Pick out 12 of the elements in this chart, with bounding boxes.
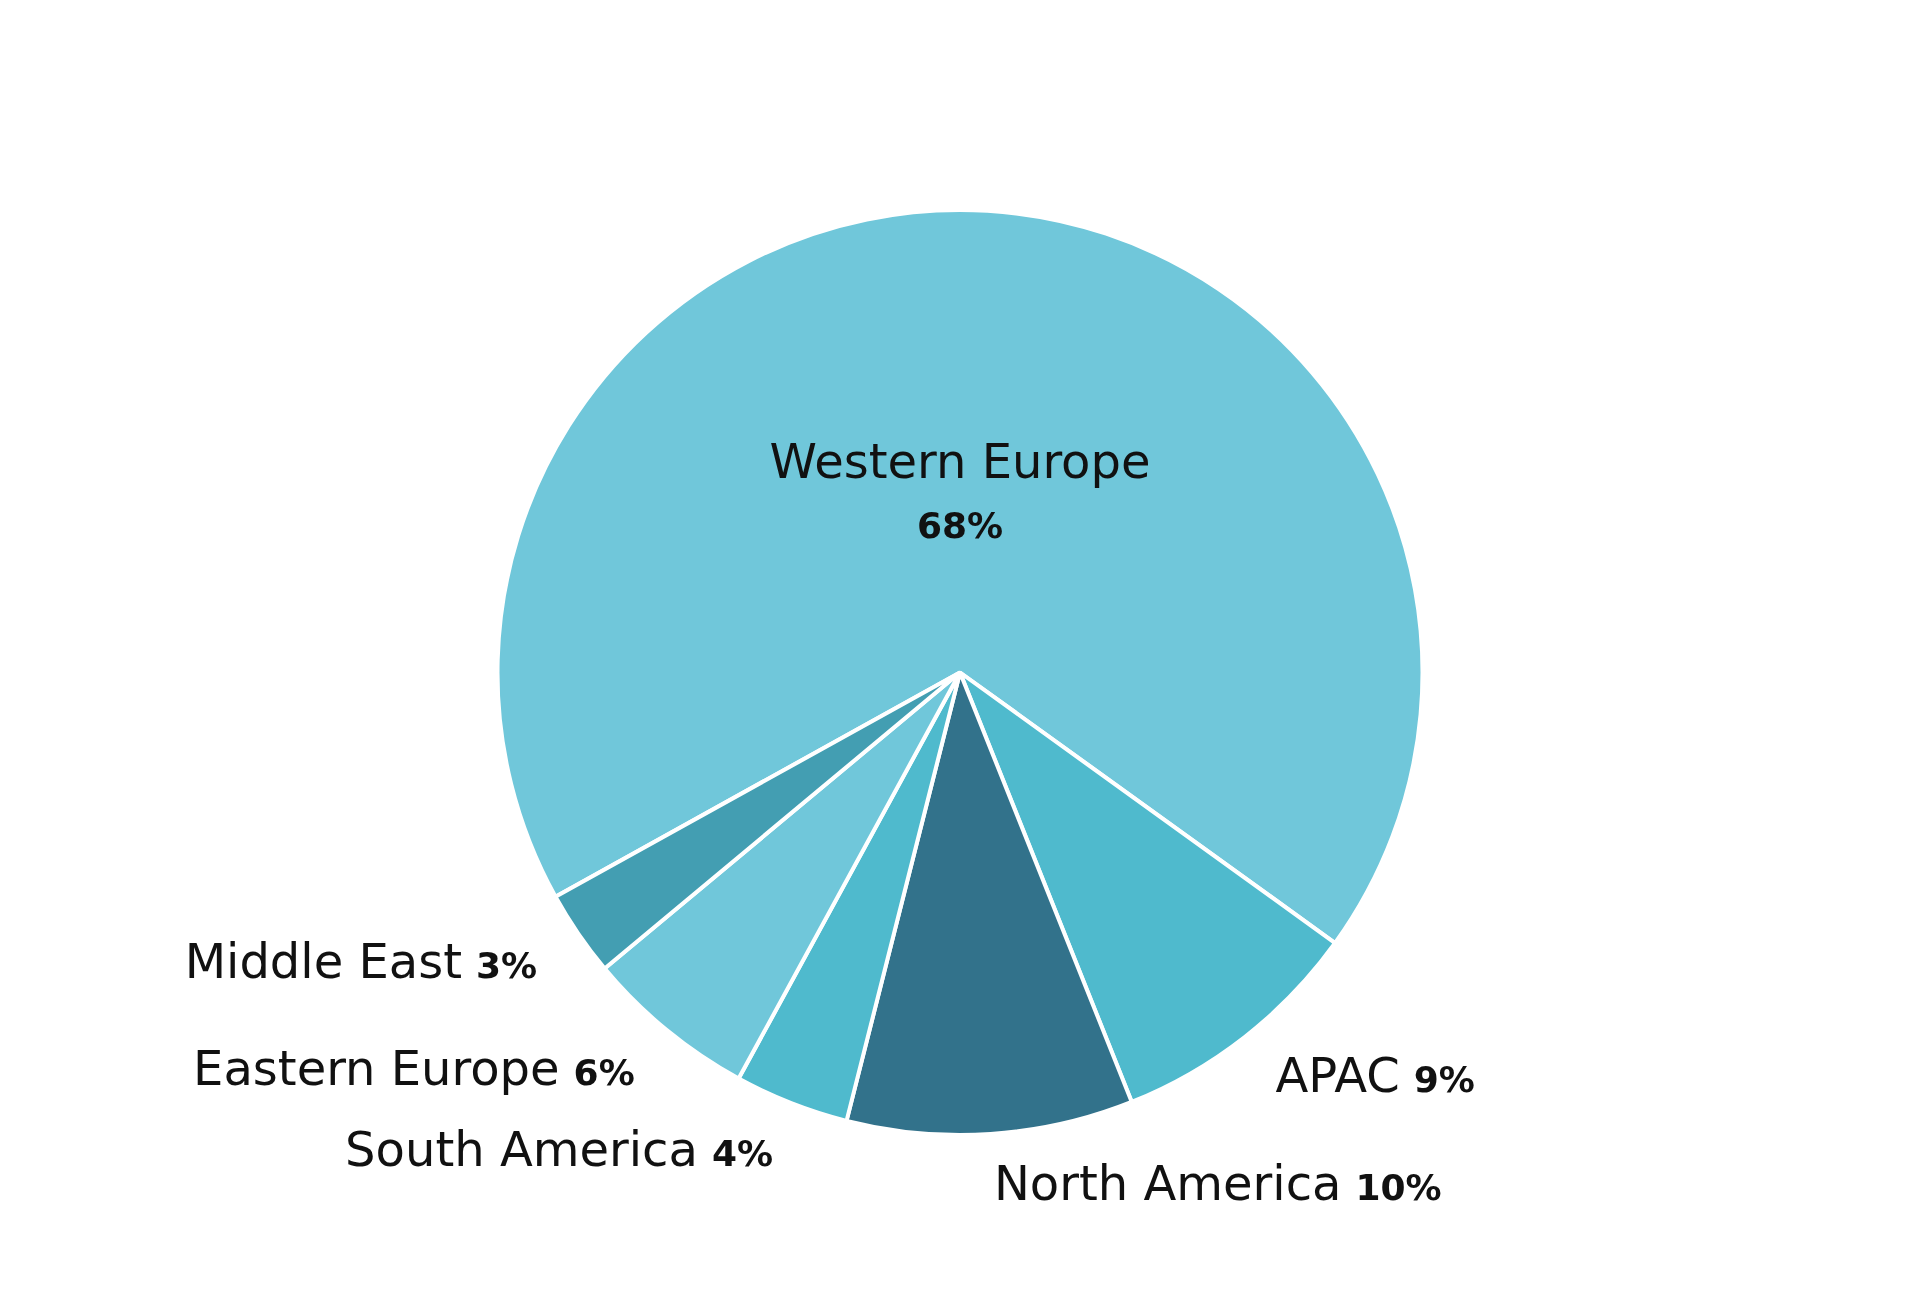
data-label: 4% (711, 1132, 774, 1174)
slice-label: Western Europe (769, 433, 1151, 490)
slice-label: APAC (1275, 1047, 1400, 1104)
slice-label: Middle East (184, 933, 463, 990)
data-label: 3% (476, 945, 538, 987)
data-label: 68% (916, 505, 1004, 547)
data-label: 9% (1413, 1059, 1475, 1101)
data-label: 6% (573, 1051, 635, 1093)
data-label: 10% (1355, 1166, 1442, 1208)
slice-label: North America (993, 1154, 1342, 1211)
slice-label: South America (345, 1120, 698, 1177)
slice-label: Eastern Europe (193, 1039, 560, 1096)
